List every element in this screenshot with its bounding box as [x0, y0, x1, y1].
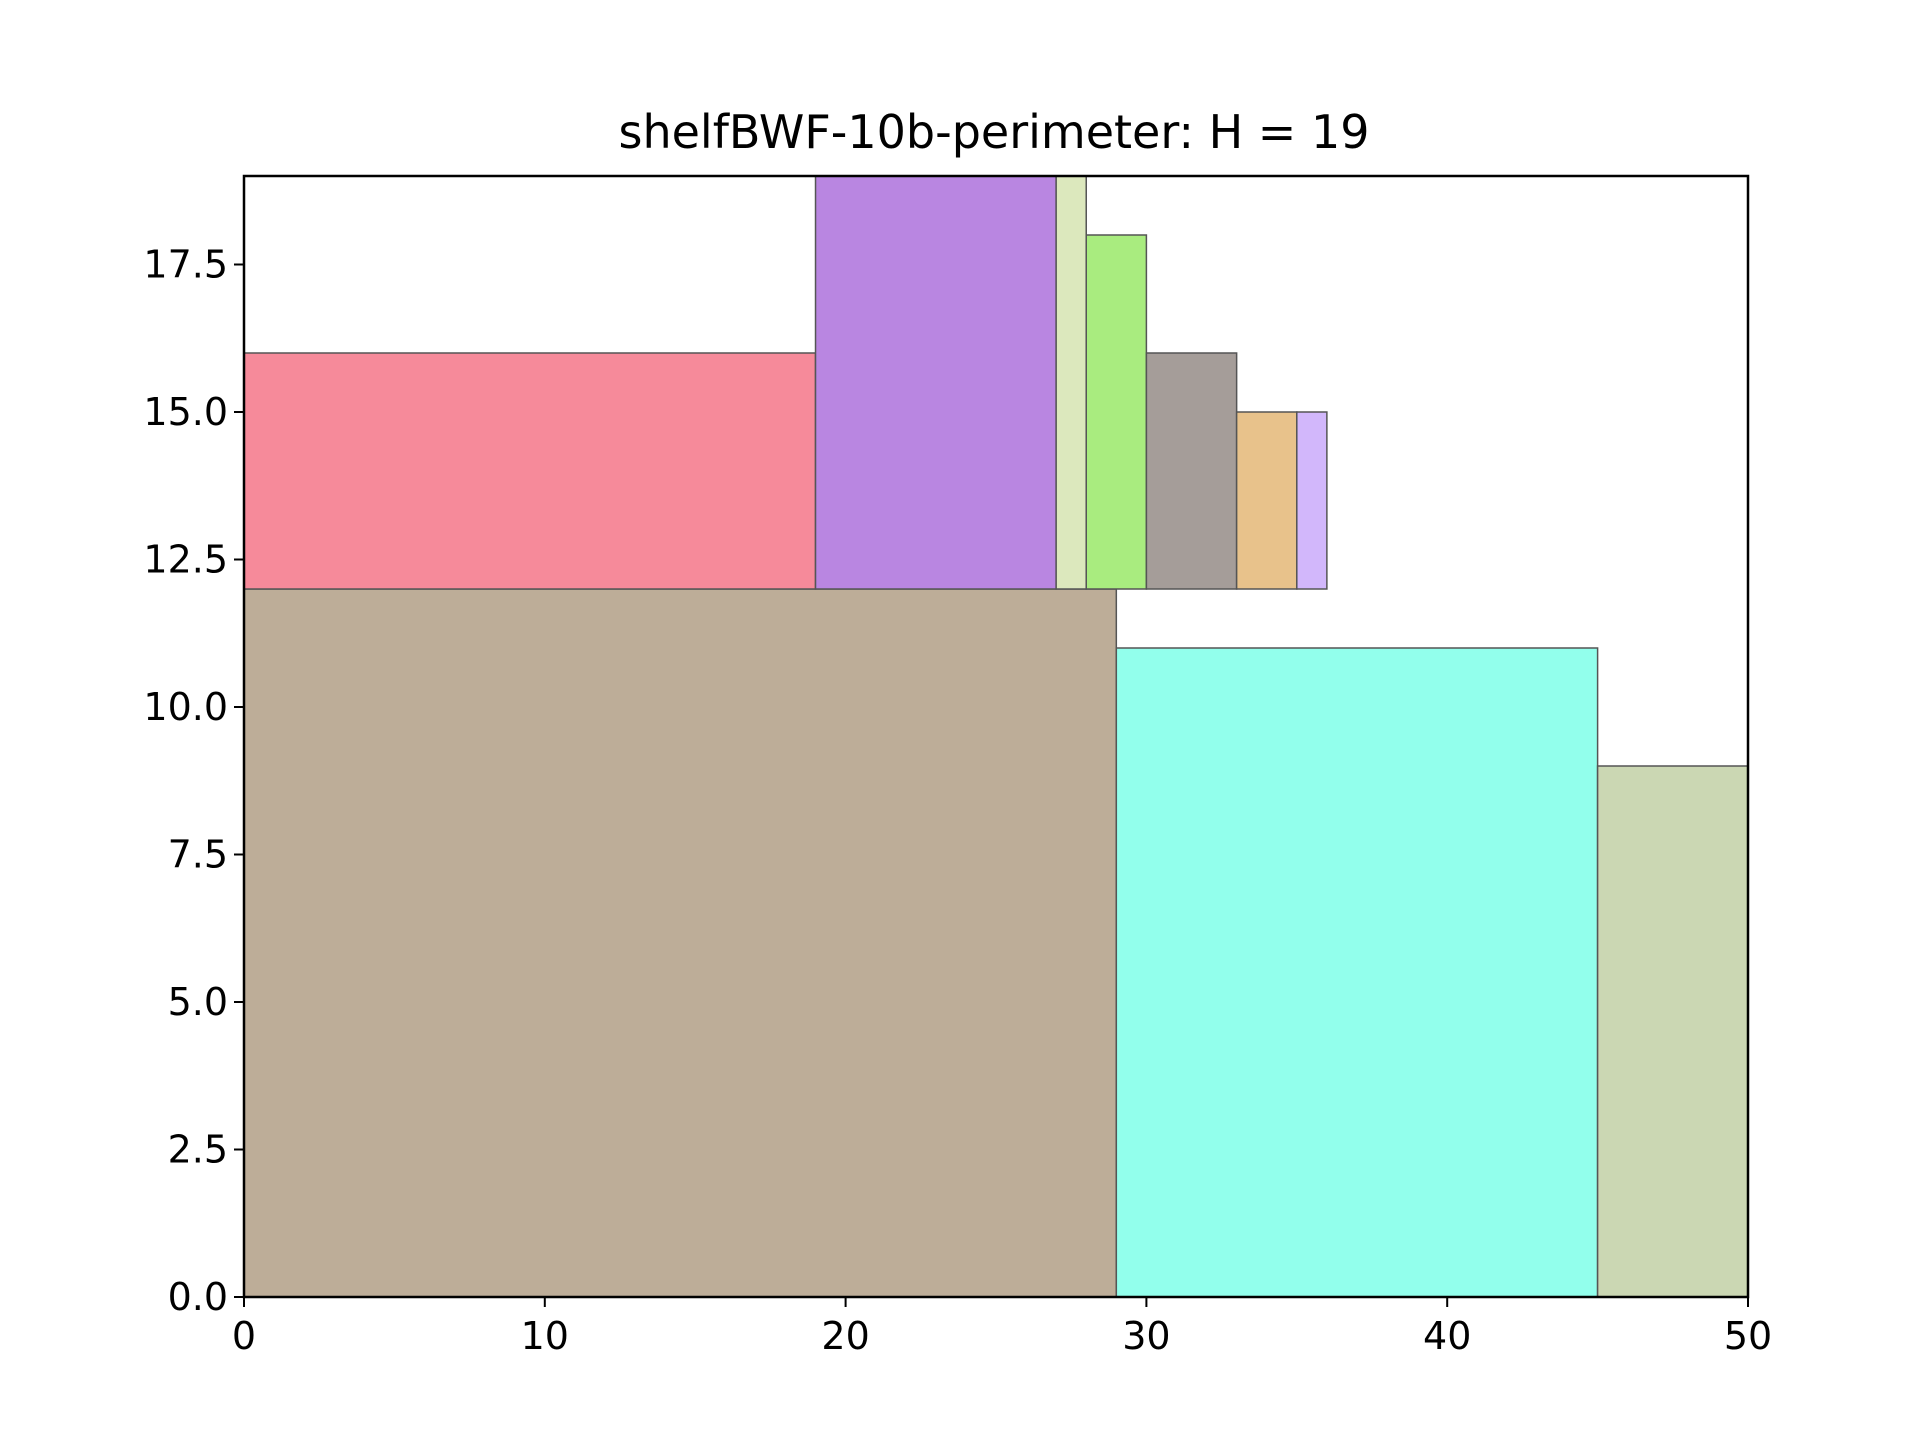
plot-frame — [242, 174, 1750, 1299]
packed-rectangle-3 — [1596, 765, 1749, 1298]
packed-rectangle-9 — [1235, 411, 1298, 590]
packed-rectangle-8 — [1145, 352, 1238, 590]
y-tick-label: 2.5 — [168, 1128, 228, 1172]
x-tick-label: 30 — [1122, 1314, 1170, 1358]
y-tick-label: 0.0 — [168, 1275, 228, 1319]
packed-rectangle-5 — [814, 175, 1057, 590]
y-tick-label: 5.0 — [168, 980, 228, 1024]
packed-rectangle-2 — [1115, 647, 1599, 1298]
x-tick-label: 40 — [1423, 1314, 1471, 1358]
x-tick-label: 20 — [821, 1314, 869, 1358]
y-tick-label: 17.5 — [143, 243, 228, 287]
packed-rectangle-6 — [1055, 175, 1087, 590]
y-tick-label: 7.5 — [168, 833, 228, 877]
rectangles-group — [243, 175, 1749, 1298]
chart-title: shelfBWF-10b-perimeter: H = 19 — [619, 105, 1370, 159]
packed-rectangle-7 — [1085, 234, 1148, 590]
packed-rectangle-4 — [243, 352, 817, 590]
x-tick-label: 10 — [521, 1314, 569, 1358]
y-tick-label: 10.0 — [143, 685, 228, 729]
x-tick-label: 50 — [1724, 1314, 1772, 1358]
y-tick-label: 12.5 — [143, 538, 228, 582]
y-tick-label: 15.0 — [143, 390, 228, 434]
x-axis: 0 10 20 30 40 50 — [232, 1297, 1772, 1358]
y-axis: 0.0 2.5 5.0 7.5 10.0 12.5 15.0 17.5 — [143, 243, 244, 1319]
packed-rectangle-10 — [1296, 411, 1328, 590]
packed-rectangle-1 — [243, 588, 1118, 1298]
x-tick-label: 0 — [232, 1314, 256, 1358]
